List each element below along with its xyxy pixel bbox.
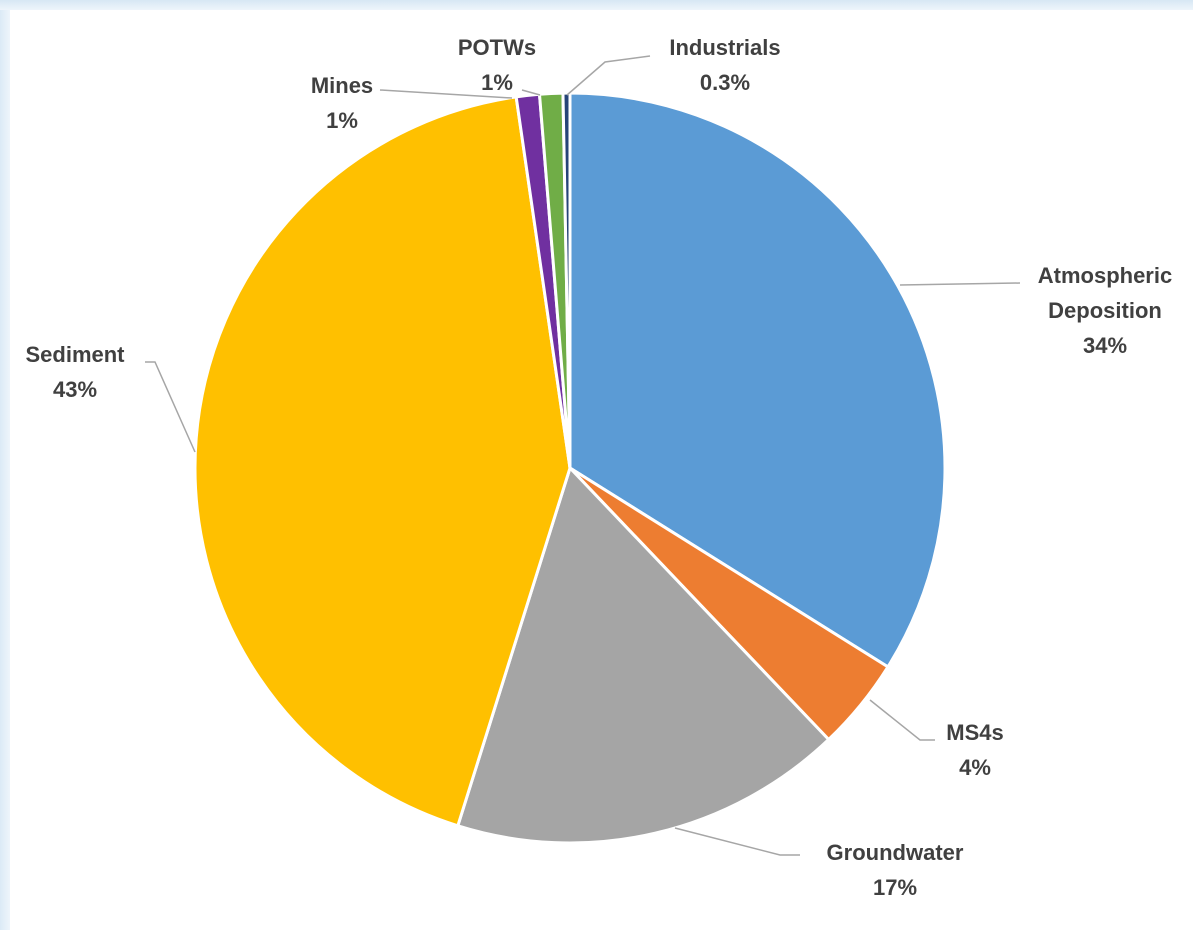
value-label: 43% (52, 377, 98, 402)
category-label: POTWs (457, 35, 537, 60)
value-label: 0.3% (699, 70, 751, 95)
data-label: Industrials 0.3% (669, 30, 780, 100)
leader-line (674, 827, 800, 856)
data-label: Mines 1% (311, 68, 373, 138)
top-band (0, 0, 1193, 10)
category-label: MS4s (946, 720, 1004, 745)
leader-line (566, 55, 651, 96)
pie-slice (568, 91, 947, 669)
leader-line (145, 361, 196, 453)
leader-line (869, 699, 935, 741)
value-label: 4% (959, 755, 991, 780)
category-label: Groundwater (826, 840, 964, 865)
data-label: MS4s 4% (946, 715, 1003, 785)
leader-line (521, 89, 541, 96)
data-label: Sediment 43% (25, 337, 124, 407)
value-label: 34% (1082, 333, 1128, 358)
pie-slice (193, 95, 572, 828)
value-label: 17% (872, 875, 918, 900)
data-label: Atmospheric Deposition 34% (1020, 258, 1190, 363)
pie-slice (455, 465, 831, 845)
value-label: 1% (326, 108, 358, 133)
leader-line (379, 89, 513, 99)
category-label: Mines (310, 73, 374, 98)
data-label: Groundwater 17% (827, 835, 964, 905)
leader-line (899, 282, 1021, 286)
category-label: Sediment (25, 342, 125, 367)
category-label: Industrials (669, 35, 781, 60)
category-label: Atmospheric Deposition (1037, 263, 1173, 323)
data-label: POTWs 1% (458, 30, 536, 100)
value-label: 1% (481, 70, 513, 95)
